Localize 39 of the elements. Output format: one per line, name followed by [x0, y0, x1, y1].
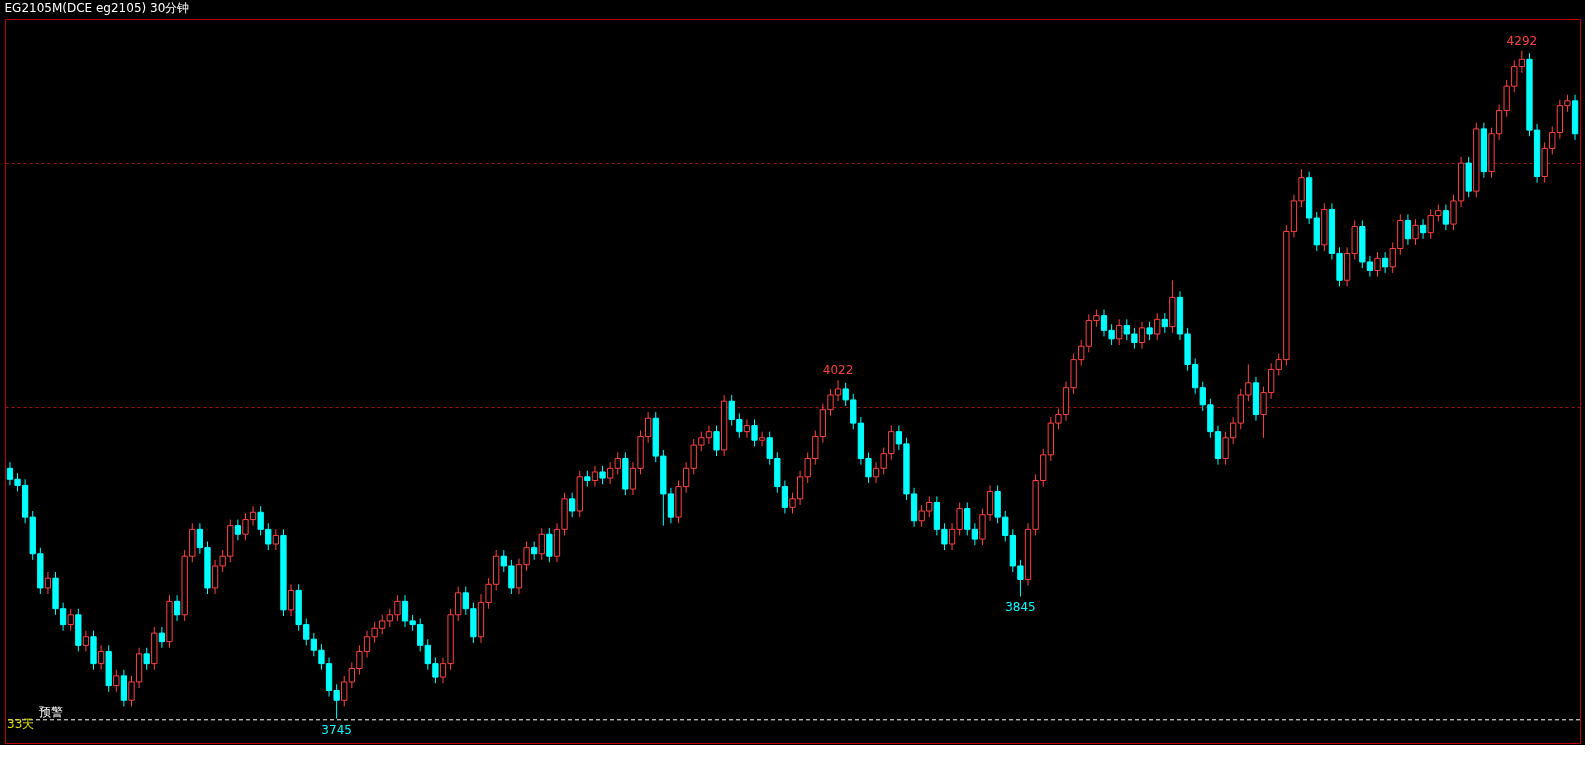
candlestick [531, 541, 538, 561]
candlestick [1374, 251, 1381, 278]
candlestick [1116, 318, 1123, 346]
candlestick [44, 571, 52, 595]
candlestick [67, 608, 74, 632]
ref-line-label: 预警 [39, 704, 63, 719]
candlestick [97, 644, 105, 671]
candlestick [82, 630, 90, 652]
candlestick [234, 519, 242, 541]
candlestick [751, 418, 758, 447]
candlestick [173, 594, 181, 622]
candlestick [591, 465, 599, 488]
candlestick [158, 626, 166, 649]
candlestick [113, 669, 120, 693]
candlestick [143, 647, 150, 671]
candlestick [758, 431, 766, 447]
candlestick [546, 527, 553, 563]
candlestick [743, 418, 751, 439]
candlestick [1381, 251, 1389, 274]
candlestick [599, 465, 606, 485]
candlestick [272, 528, 280, 551]
candlestick [1154, 312, 1161, 341]
annotation: 3745 [321, 722, 352, 737]
annotation: 4292 [1506, 33, 1538, 48]
candlestick [1404, 213, 1412, 246]
candlestick [1419, 218, 1427, 240]
candlestick [1161, 312, 1168, 334]
candlestick [538, 527, 545, 561]
candlestick [1138, 321, 1146, 350]
candlestick [287, 583, 295, 617]
annotation: 4022 [822, 363, 854, 378]
candlestick [1146, 321, 1153, 341]
candlestick [1412, 218, 1419, 246]
annotation: 3845 [1005, 600, 1036, 615]
candlestick [1442, 204, 1450, 231]
annotation: 33天 [7, 717, 35, 731]
candlestick [713, 425, 720, 457]
chart-title: EG2105M(DCE eg2105) 30分钟 [4, 1, 190, 15]
candlestick [569, 492, 576, 518]
